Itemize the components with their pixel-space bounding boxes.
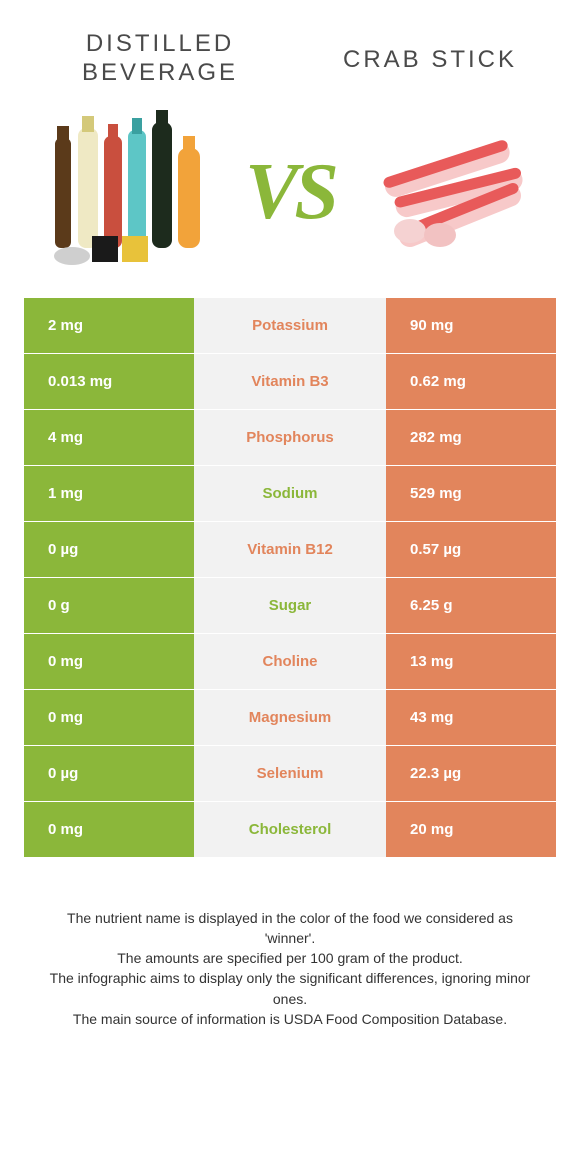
table-row: 0.013 mgVitamin B30.62 mg <box>24 354 556 410</box>
table-row: 0 µgSelenium22.3 µg <box>24 746 556 802</box>
table-row: 0 µgVitamin B120.57 µg <box>24 522 556 578</box>
table-row: 0 mgCholesterol20 mg <box>24 802 556 858</box>
nutrient-name: Potassium <box>194 298 386 353</box>
nutrient-table: 2 mgPotassium90 mg0.013 mgVitamin B30.62… <box>24 298 556 858</box>
table-row: 0 gSugar6.25 g <box>24 578 556 634</box>
nutrient-name: Choline <box>194 634 386 689</box>
right-value: 20 mg <box>386 802 556 857</box>
footer-line-3: The infographic aims to display only the… <box>40 968 540 1009</box>
right-value: 22.3 µg <box>386 746 556 801</box>
nutrient-name: Cholesterol <box>194 802 386 857</box>
table-row: 1 mgSodium529 mg <box>24 466 556 522</box>
left-value: 2 mg <box>24 298 194 353</box>
right-value: 13 mg <box>386 634 556 689</box>
left-value: 0 g <box>24 578 194 633</box>
table-row: 2 mgPotassium90 mg <box>24 298 556 354</box>
nutrient-name: Magnesium <box>194 690 386 745</box>
nutrient-name: Sodium <box>194 466 386 521</box>
crabstick-image <box>360 108 550 278</box>
right-value: 90 mg <box>386 298 556 353</box>
nutrient-name: Vitamin B3 <box>194 354 386 409</box>
right-value: 6.25 g <box>386 578 556 633</box>
images-row: VS <box>0 98 580 298</box>
footer-line-4: The main source of information is USDA F… <box>40 1009 540 1029</box>
vs-text: VS <box>245 147 335 238</box>
header: DISTILLED BEVERAGE CRAB STICK <box>0 0 580 98</box>
table-row: 0 mgMagnesium43 mg <box>24 690 556 746</box>
right-value: 282 mg <box>386 410 556 465</box>
right-value: 529 mg <box>386 466 556 521</box>
footer-line-1: The nutrient name is displayed in the co… <box>40 908 540 949</box>
left-value: 0 µg <box>24 522 194 577</box>
left-value: 0 mg <box>24 802 194 857</box>
footer-notes: The nutrient name is displayed in the co… <box>0 858 580 1030</box>
footer-line-2: The amounts are specified per 100 gram o… <box>40 948 540 968</box>
bottles-icon <box>30 108 220 278</box>
right-value: 0.57 µg <box>386 522 556 577</box>
crabstick-icon <box>370 133 540 253</box>
beverage-image <box>30 108 220 278</box>
right-value: 43 mg <box>386 690 556 745</box>
left-value: 0 mg <box>24 690 194 745</box>
table-row: 4 mgPhosphorus282 mg <box>24 410 556 466</box>
left-value: 1 mg <box>24 466 194 521</box>
table-row: 0 mgCholine13 mg <box>24 634 556 690</box>
right-value: 0.62 mg <box>386 354 556 409</box>
left-value: 0 µg <box>24 746 194 801</box>
title-right: CRAB STICK <box>330 30 530 88</box>
title-left: DISTILLED BEVERAGE <box>50 30 270 88</box>
left-value: 4 mg <box>24 410 194 465</box>
nutrient-name: Selenium <box>194 746 386 801</box>
left-value: 0 mg <box>24 634 194 689</box>
left-value: 0.013 mg <box>24 354 194 409</box>
nutrient-name: Sugar <box>194 578 386 633</box>
nutrient-name: Vitamin B12 <box>194 522 386 577</box>
nutrient-name: Phosphorus <box>194 410 386 465</box>
